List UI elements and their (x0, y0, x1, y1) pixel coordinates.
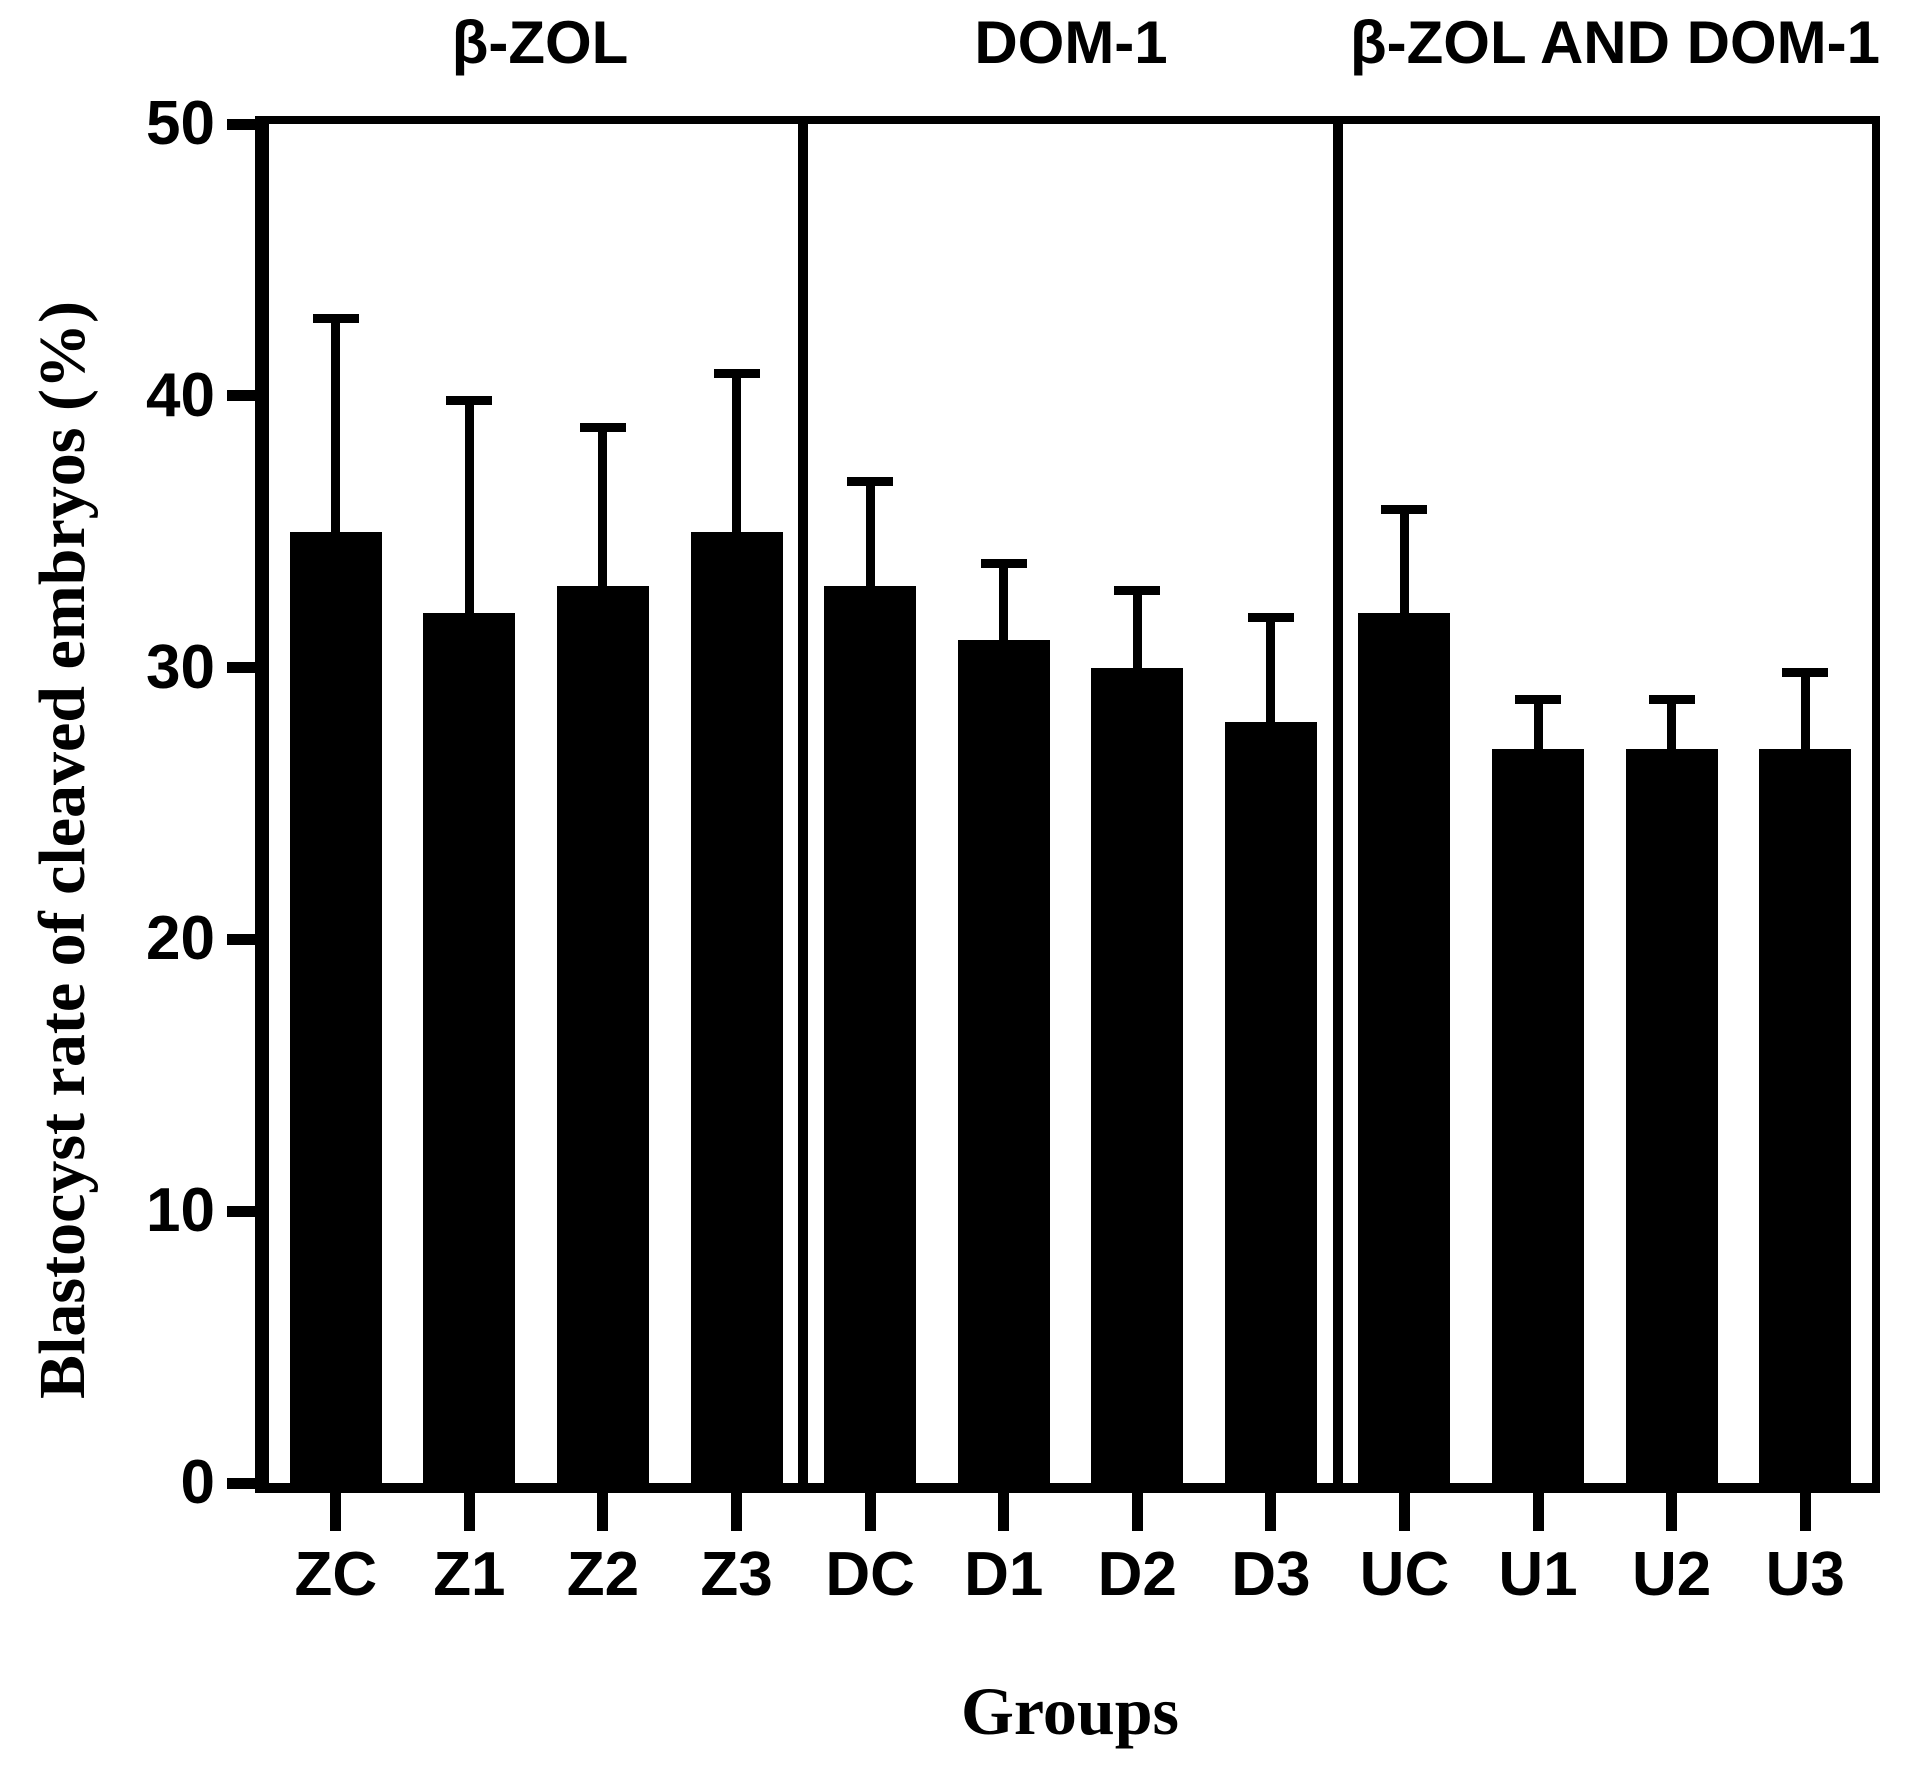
x-axis-title: Groups (961, 1673, 1179, 1749)
error-bar-line-U1 (1533, 694, 1543, 750)
x-tick-D3 (1265, 1493, 1277, 1531)
x-tick-ZC (330, 1493, 342, 1531)
panel-title-beta-zol-and-dom-1: β-ZOL AND DOM-1 (1350, 9, 1880, 76)
x-tick-Z3 (731, 1493, 743, 1531)
error-bar-cap-Z1 (446, 395, 493, 405)
x-tick-label-Z2: Z2 (566, 1540, 640, 1609)
error-bar-line-Z2 (598, 422, 608, 587)
plot-area (255, 116, 1880, 1493)
y-tick-0 (227, 1477, 255, 1489)
x-tick-label-DC: DC (825, 1540, 915, 1609)
y-tick-40 (227, 390, 255, 402)
plot-inner (269, 124, 1872, 1483)
error-bar-line-Z1 (464, 395, 474, 614)
error-bar-cap-ZC (312, 314, 359, 324)
error-bar-line-ZC (331, 314, 341, 532)
error-bar-cap-D3 (1247, 613, 1294, 623)
error-bar-line-Z3 (732, 368, 742, 532)
x-tick-label-D2: D2 (1097, 1540, 1177, 1609)
bar-DC (824, 586, 917, 1483)
panel-title-beta-zol: β-ZOL (451, 9, 629, 76)
x-tick-Z2 (597, 1493, 609, 1531)
x-tick-D2 (1131, 1493, 1143, 1531)
error-bar-cap-DC (847, 477, 894, 487)
bar-U1 (1492, 749, 1585, 1483)
bar-ZC (289, 531, 382, 1483)
bar-U2 (1625, 749, 1718, 1483)
error-bar-cap-Z2 (579, 422, 626, 432)
x-tick-label-D3: D3 (1231, 1540, 1311, 1609)
panel-divider-1 (798, 124, 809, 1483)
x-tick-label-Z3: Z3 (700, 1540, 773, 1609)
y-tick-30 (227, 662, 255, 674)
error-bar-cap-U3 (1782, 667, 1829, 677)
error-bar-line-D2 (1132, 586, 1142, 668)
x-tick-label-U1: U1 (1498, 1540, 1578, 1609)
x-tick-U3 (1799, 1493, 1811, 1531)
error-bar-line-D3 (1266, 613, 1276, 722)
x-tick-U1 (1532, 1493, 1544, 1531)
panel-divider-2 (1332, 124, 1343, 1483)
error-bar-line-U2 (1667, 694, 1677, 750)
x-tick-label-U2: U2 (1631, 1540, 1712, 1609)
y-tick-50 (227, 118, 255, 130)
bar-D3 (1224, 721, 1317, 1483)
error-bar-cap-U2 (1648, 694, 1695, 704)
bar-D2 (1091, 667, 1184, 1483)
error-bar-line-UC (1399, 504, 1409, 614)
y-tick-20 (227, 933, 255, 945)
error-bar-line-D1 (999, 558, 1009, 641)
x-tick-label-Z1: Z1 (433, 1540, 506, 1609)
x-tick-label-UC: UC (1359, 1540, 1450, 1609)
error-bar-cap-D1 (980, 558, 1027, 568)
y-tick-label-10: 10 (146, 1176, 215, 1246)
error-bar-cap-D2 (1114, 586, 1161, 596)
x-tick-D1 (998, 1493, 1010, 1531)
x-tick-Z1 (463, 1493, 475, 1531)
bar-Z3 (690, 531, 783, 1483)
bar-Z2 (556, 586, 649, 1483)
y-tick-label-0: 0 (180, 1448, 215, 1517)
bar-D1 (957, 640, 1050, 1483)
y-tick-10 (227, 1205, 255, 1217)
x-tick-label-U3: U3 (1765, 1540, 1845, 1609)
y-tick-label-20: 20 (146, 904, 215, 974)
error-bar-line-DC (865, 477, 875, 587)
x-tick-U2 (1666, 1493, 1678, 1531)
x-tick-label-ZC: ZC (294, 1540, 378, 1609)
error-bar-cap-U1 (1515, 694, 1562, 704)
bar-UC (1358, 613, 1451, 1483)
panel-title-dom-1: DOM-1 (974, 9, 1168, 76)
error-bar-cap-UC (1381, 504, 1428, 514)
y-tick-label-40: 40 (146, 360, 215, 430)
bar-Z1 (423, 613, 516, 1483)
y-tick-label-30: 30 (146, 632, 215, 702)
error-bar-cap-Z3 (713, 368, 760, 378)
y-tick-label-50: 50 (146, 89, 215, 158)
error-bar-line-U3 (1800, 667, 1810, 750)
x-tick-label-D1: D1 (964, 1540, 1044, 1609)
x-tick-DC (864, 1493, 876, 1531)
x-tick-UC (1398, 1493, 1410, 1531)
bar-U3 (1759, 749, 1852, 1483)
